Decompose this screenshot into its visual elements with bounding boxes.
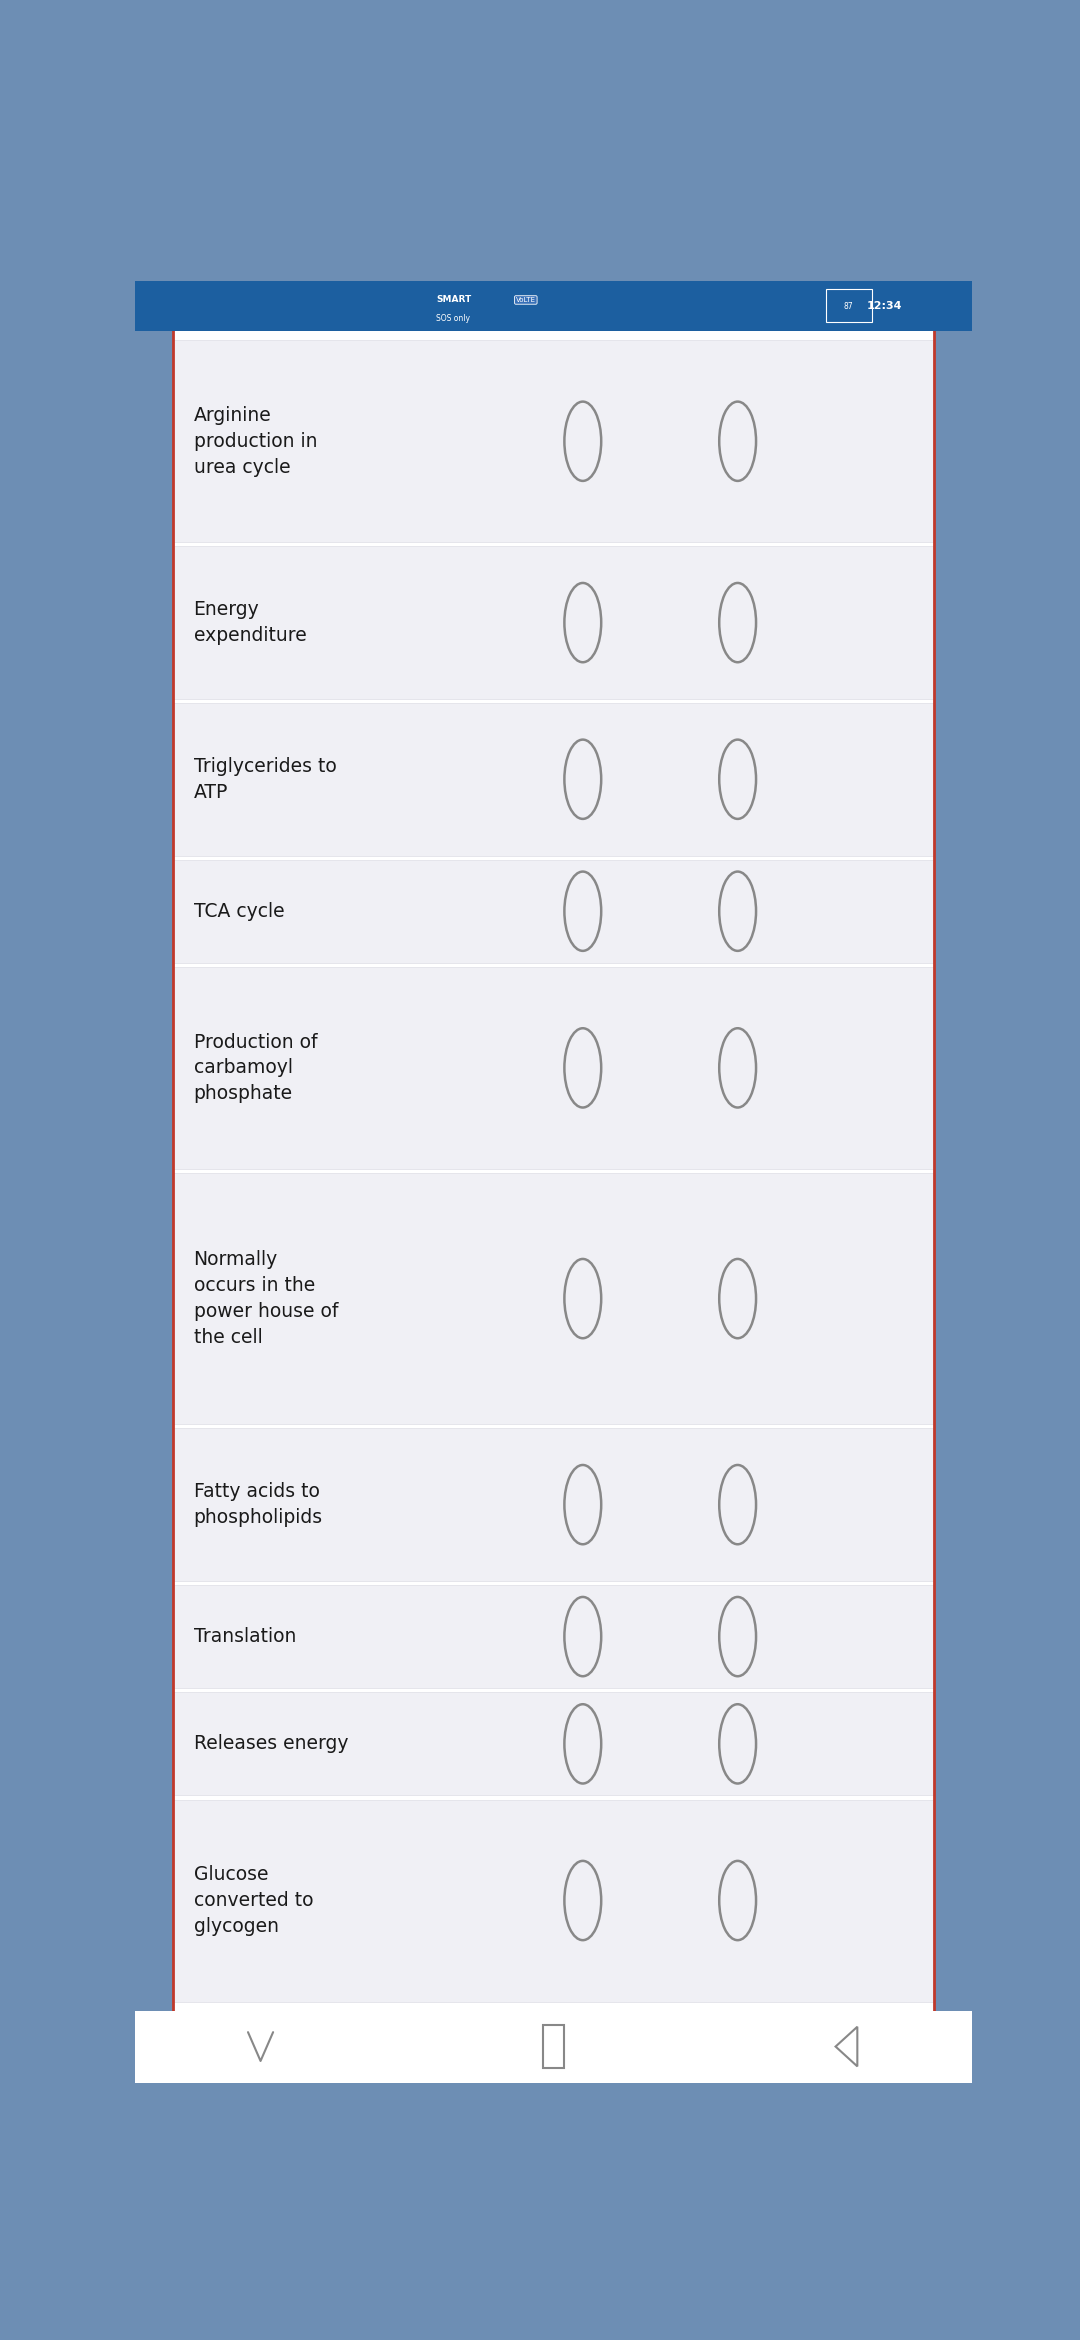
Bar bbox=[173, 1172, 934, 1425]
Bar bbox=[135, 2010, 972, 2083]
Bar bbox=[135, 281, 972, 332]
Text: Production of
carbamoyl
phosphate: Production of carbamoyl phosphate bbox=[193, 1032, 318, 1102]
Bar bbox=[173, 1584, 934, 1687]
Text: 12:34: 12:34 bbox=[866, 302, 902, 311]
Text: Energy
expenditure: Energy expenditure bbox=[193, 601, 307, 646]
Text: Triglycerides to
ATP: Triglycerides to ATP bbox=[193, 756, 336, 803]
Text: Fatty acids to
phospholipids: Fatty acids to phospholipids bbox=[193, 1481, 323, 1528]
Text: 87: 87 bbox=[843, 302, 853, 311]
Bar bbox=[173, 339, 934, 543]
Bar bbox=[173, 1427, 934, 1582]
Bar bbox=[543, 2024, 564, 2069]
Text: Arginine
production in
urea cycle: Arginine production in urea cycle bbox=[193, 407, 318, 477]
Bar bbox=[173, 702, 934, 856]
Text: Translation: Translation bbox=[193, 1626, 296, 1645]
Bar bbox=[173, 1692, 934, 1795]
Bar bbox=[173, 859, 934, 962]
Text: SMART: SMART bbox=[436, 295, 472, 304]
Bar bbox=[825, 290, 872, 323]
Text: TCA cycle: TCA cycle bbox=[193, 901, 284, 920]
Text: Normally
occurs in the
power house of
the cell: Normally occurs in the power house of th… bbox=[193, 1250, 338, 1348]
Bar bbox=[173, 966, 934, 1170]
Text: VoLTE: VoLTE bbox=[516, 297, 536, 302]
Bar bbox=[173, 1799, 934, 2001]
Text: SOS only: SOS only bbox=[436, 314, 470, 323]
Text: Glucose
converted to
glycogen: Glucose converted to glycogen bbox=[193, 1865, 313, 1935]
Bar bbox=[173, 545, 934, 700]
Text: Releases energy: Releases energy bbox=[193, 1734, 348, 1753]
